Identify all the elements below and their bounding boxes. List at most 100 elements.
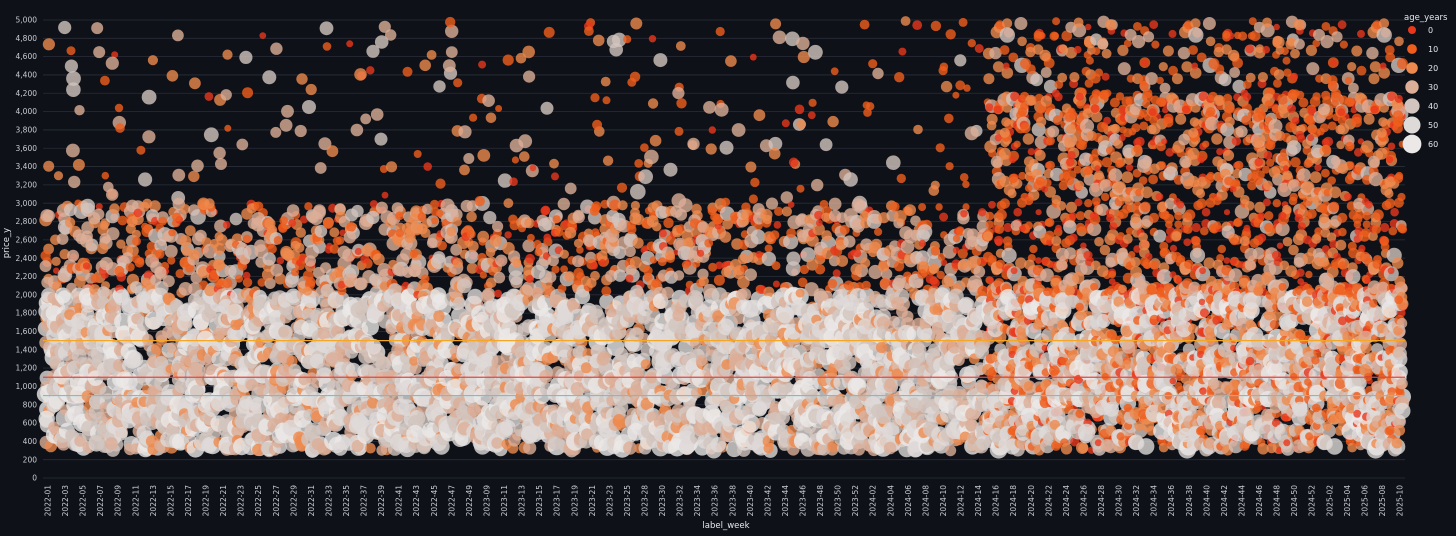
data-point	[786, 252, 800, 266]
data-point	[630, 367, 644, 381]
data-point	[66, 144, 80, 158]
data-point	[626, 275, 634, 283]
data-point	[754, 109, 766, 121]
data-point	[958, 260, 968, 270]
data-point	[154, 266, 166, 278]
data-point	[919, 240, 926, 247]
data-point	[109, 203, 120, 214]
data-point	[593, 35, 605, 47]
data-point	[421, 274, 430, 283]
data-point	[589, 305, 603, 319]
data-point	[750, 54, 757, 61]
data-point	[106, 57, 119, 70]
data-point	[270, 43, 282, 55]
data-point	[100, 76, 110, 86]
data-point	[548, 255, 559, 266]
data-point	[492, 221, 503, 232]
data-point	[954, 54, 966, 66]
data-point	[222, 278, 232, 288]
data-point	[809, 99, 817, 107]
data-point	[704, 239, 713, 248]
data-point	[851, 263, 863, 275]
data-point	[213, 147, 225, 159]
data-point	[968, 39, 976, 47]
data-point	[648, 98, 658, 108]
data-point	[67, 46, 76, 55]
data-point	[302, 100, 316, 114]
data-point	[959, 18, 968, 27]
data-point	[960, 173, 969, 182]
data-point	[624, 246, 636, 258]
data-point	[222, 50, 232, 60]
data-point	[366, 66, 374, 74]
data-point	[633, 238, 644, 249]
data-point	[214, 278, 223, 287]
data-point	[431, 217, 438, 224]
data-point	[495, 255, 507, 267]
data-point	[983, 231, 993, 241]
data-point	[287, 204, 300, 217]
data-point	[43, 38, 55, 50]
data-point	[897, 174, 906, 183]
data-point	[738, 254, 749, 265]
data-point	[346, 222, 356, 232]
data-point	[235, 275, 243, 283]
data-point	[530, 165, 537, 172]
data-point	[329, 227, 339, 237]
data-point	[466, 212, 477, 223]
data-point	[676, 98, 686, 108]
data-point	[204, 285, 215, 296]
data-point	[891, 297, 904, 310]
data-point	[565, 183, 577, 195]
data-point	[482, 288, 495, 301]
data-point	[93, 46, 105, 58]
data-point	[720, 231, 732, 243]
data-point	[770, 18, 781, 29]
data-point	[263, 252, 276, 265]
data-point	[860, 20, 870, 30]
data-point	[828, 279, 838, 289]
data-point	[320, 21, 334, 35]
data-point	[480, 272, 487, 279]
data-point	[491, 437, 503, 449]
data-point	[486, 113, 497, 124]
data-point	[617, 183, 627, 193]
data-point	[917, 224, 932, 239]
data-point	[715, 103, 729, 117]
data-point	[863, 108, 872, 117]
data-point	[989, 47, 1001, 59]
data-point	[763, 443, 773, 453]
data-point	[410, 250, 418, 258]
data-point	[459, 165, 470, 176]
data-point	[385, 29, 396, 40]
data-point	[360, 114, 371, 125]
data-point	[944, 114, 954, 124]
data-point	[659, 229, 667, 237]
data-point	[423, 162, 432, 171]
data-point	[618, 200, 628, 210]
data-point	[80, 199, 95, 214]
data-point	[630, 18, 642, 30]
data-point	[725, 55, 737, 67]
data-point	[443, 59, 456, 72]
data-point	[66, 82, 81, 97]
data-point	[843, 172, 858, 187]
data-point	[73, 159, 85, 171]
data-point	[453, 297, 466, 310]
data-point	[541, 102, 554, 115]
data-point	[597, 353, 610, 366]
data-point	[465, 250, 479, 264]
data-point	[538, 218, 552, 232]
data-point	[898, 48, 906, 56]
data-point	[304, 202, 312, 210]
data-point	[756, 251, 763, 258]
data-point	[962, 181, 969, 188]
data-point	[931, 21, 941, 31]
data-point	[270, 264, 283, 277]
data-point	[427, 50, 437, 60]
data-point	[458, 125, 471, 138]
data-point	[155, 249, 165, 259]
data-point	[551, 265, 559, 273]
data-point	[490, 235, 502, 247]
data-point	[750, 178, 759, 187]
